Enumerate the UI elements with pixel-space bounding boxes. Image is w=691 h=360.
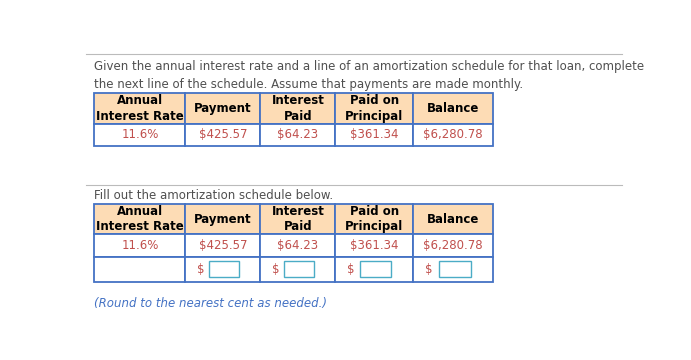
Bar [185, 204, 261, 234]
Bar [335, 234, 413, 257]
Text: $64.23: $64.23 [277, 239, 319, 252]
Bar [261, 93, 335, 123]
Bar [185, 234, 261, 257]
Text: $6,280.78: $6,280.78 [424, 128, 483, 141]
Bar [185, 93, 261, 123]
Bar [335, 257, 413, 282]
Bar [413, 234, 493, 257]
Text: $: $ [197, 262, 205, 276]
Bar [95, 204, 185, 234]
Bar [185, 257, 261, 282]
Text: Balance: Balance [427, 213, 480, 226]
Bar [413, 123, 493, 146]
Text: $64.23: $64.23 [277, 128, 319, 141]
Bar [185, 123, 261, 146]
Text: 11.6%: 11.6% [121, 128, 159, 141]
Bar [413, 204, 493, 234]
Text: $425.57: $425.57 [199, 239, 247, 252]
Text: Payment: Payment [194, 102, 252, 115]
Bar [335, 93, 413, 123]
Bar [95, 123, 185, 146]
Text: $: $ [426, 262, 433, 276]
Bar [261, 257, 335, 282]
Text: Given the annual interest rate and a line of an amortization schedule for that l: Given the annual interest rate and a lin… [95, 60, 645, 73]
Text: Annual
Interest Rate: Annual Interest Rate [96, 205, 184, 234]
Text: $: $ [272, 262, 279, 276]
Text: $6,280.78: $6,280.78 [424, 239, 483, 252]
Bar [413, 93, 493, 123]
Text: Interest
Paid: Interest Paid [272, 94, 324, 123]
Text: the next line of the schedule. Assume that payments are made monthly.: the next line of the schedule. Assume th… [95, 78, 524, 91]
Bar [261, 204, 335, 234]
Text: Interest
Paid: Interest Paid [272, 205, 324, 234]
Text: $425.57: $425.57 [199, 128, 247, 141]
Text: Paid on
Principal: Paid on Principal [345, 205, 404, 234]
Bar [439, 261, 471, 277]
Bar [261, 234, 335, 257]
Bar [360, 261, 391, 277]
Text: 11.6%: 11.6% [121, 239, 159, 252]
Bar [95, 234, 185, 257]
Text: Annual
Interest Rate: Annual Interest Rate [96, 94, 184, 123]
Text: (Round to the nearest cent as needed.): (Round to the nearest cent as needed.) [95, 297, 328, 310]
Text: Payment: Payment [194, 213, 252, 226]
Text: $361.34: $361.34 [350, 239, 399, 252]
Bar [413, 257, 493, 282]
Text: Balance: Balance [427, 102, 480, 115]
Bar [335, 123, 413, 146]
Bar [261, 123, 335, 146]
Text: $361.34: $361.34 [350, 128, 399, 141]
Text: $: $ [347, 262, 354, 276]
Bar [95, 93, 185, 123]
Text: Fill out the amortization schedule below.: Fill out the amortization schedule below… [95, 189, 334, 202]
Bar [209, 261, 239, 277]
Text: Paid on
Principal: Paid on Principal [345, 94, 404, 123]
Bar [95, 257, 185, 282]
Bar [335, 204, 413, 234]
Bar [285, 261, 314, 277]
